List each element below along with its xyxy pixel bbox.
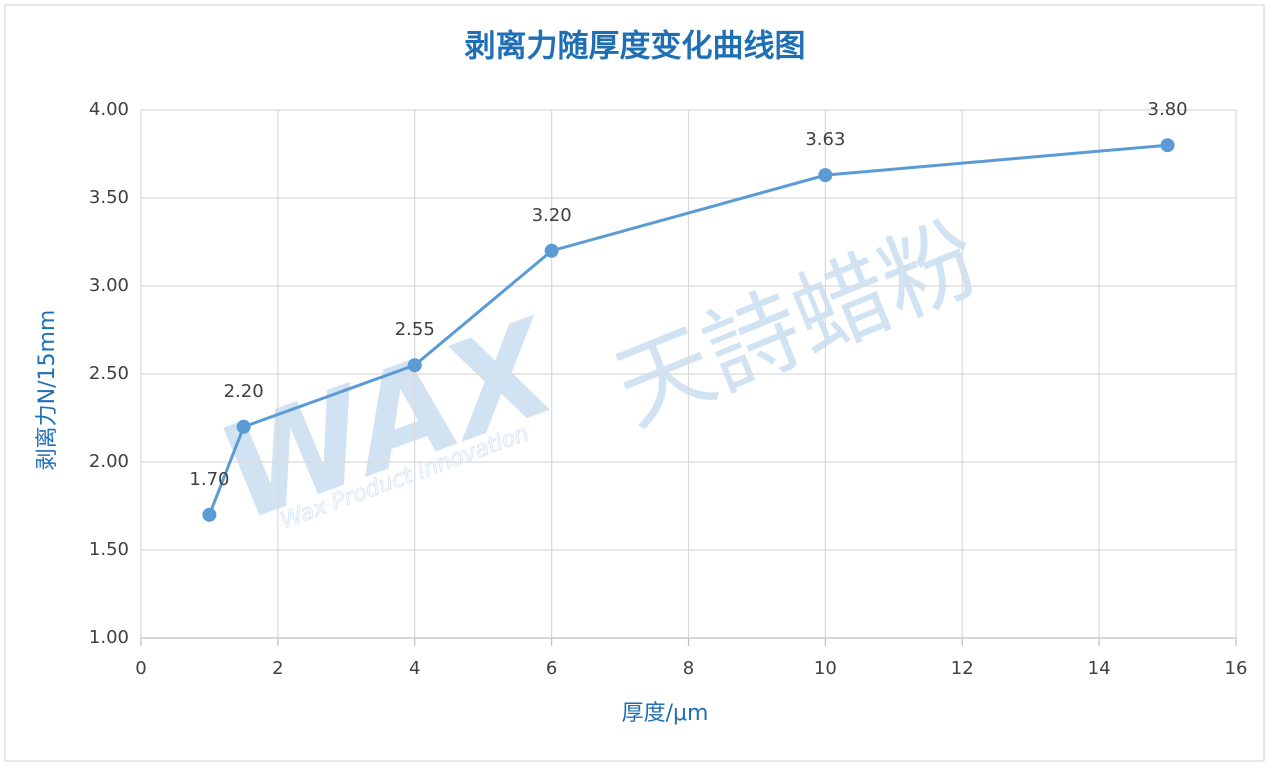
data-label: 3.63 <box>805 129 845 150</box>
y-tick-label: 3.00 <box>89 275 129 296</box>
x-tick-label: 8 <box>683 658 694 679</box>
data-point <box>544 243 559 258</box>
data-label: 2.55 <box>395 319 435 340</box>
data-point <box>1160 138 1175 153</box>
data-line <box>208 143 1168 516</box>
y-tick-label: 1.50 <box>89 539 129 560</box>
x-tick-label: 0 <box>135 658 146 679</box>
x-tick-label: 6 <box>546 658 557 679</box>
y-tick-label: 2.00 <box>89 451 129 472</box>
data-point <box>236 419 251 434</box>
y-tick-label: 1.00 <box>89 627 129 648</box>
data-label: 2.20 <box>224 381 264 402</box>
x-tick-label: 4 <box>409 658 420 679</box>
x-tick-label: 12 <box>951 658 974 679</box>
data-label: 3.80 <box>1148 99 1188 120</box>
y-axis-label: 剥离力N/15mm <box>35 310 60 471</box>
x-tick-label: 10 <box>814 658 837 679</box>
data-label: 1.70 <box>189 469 229 490</box>
data-label: 3.20 <box>532 205 572 226</box>
y-tick-label: 4.00 <box>89 99 129 120</box>
chart-title: 剥离力随厚度变化曲线图 <box>465 29 806 65</box>
data-point <box>202 507 217 522</box>
x-tick-label: 2 <box>272 658 283 679</box>
x-tick-label: 16 <box>1225 658 1248 679</box>
data-point <box>407 358 422 373</box>
chart-frame <box>4 4 1265 762</box>
x-tick-label: 14 <box>1088 658 1111 679</box>
y-tick-label: 2.50 <box>89 363 129 384</box>
y-tick-label: 3.50 <box>89 187 129 208</box>
data-point <box>818 168 833 183</box>
x-axis-label: 厚度/μm <box>622 701 709 726</box>
